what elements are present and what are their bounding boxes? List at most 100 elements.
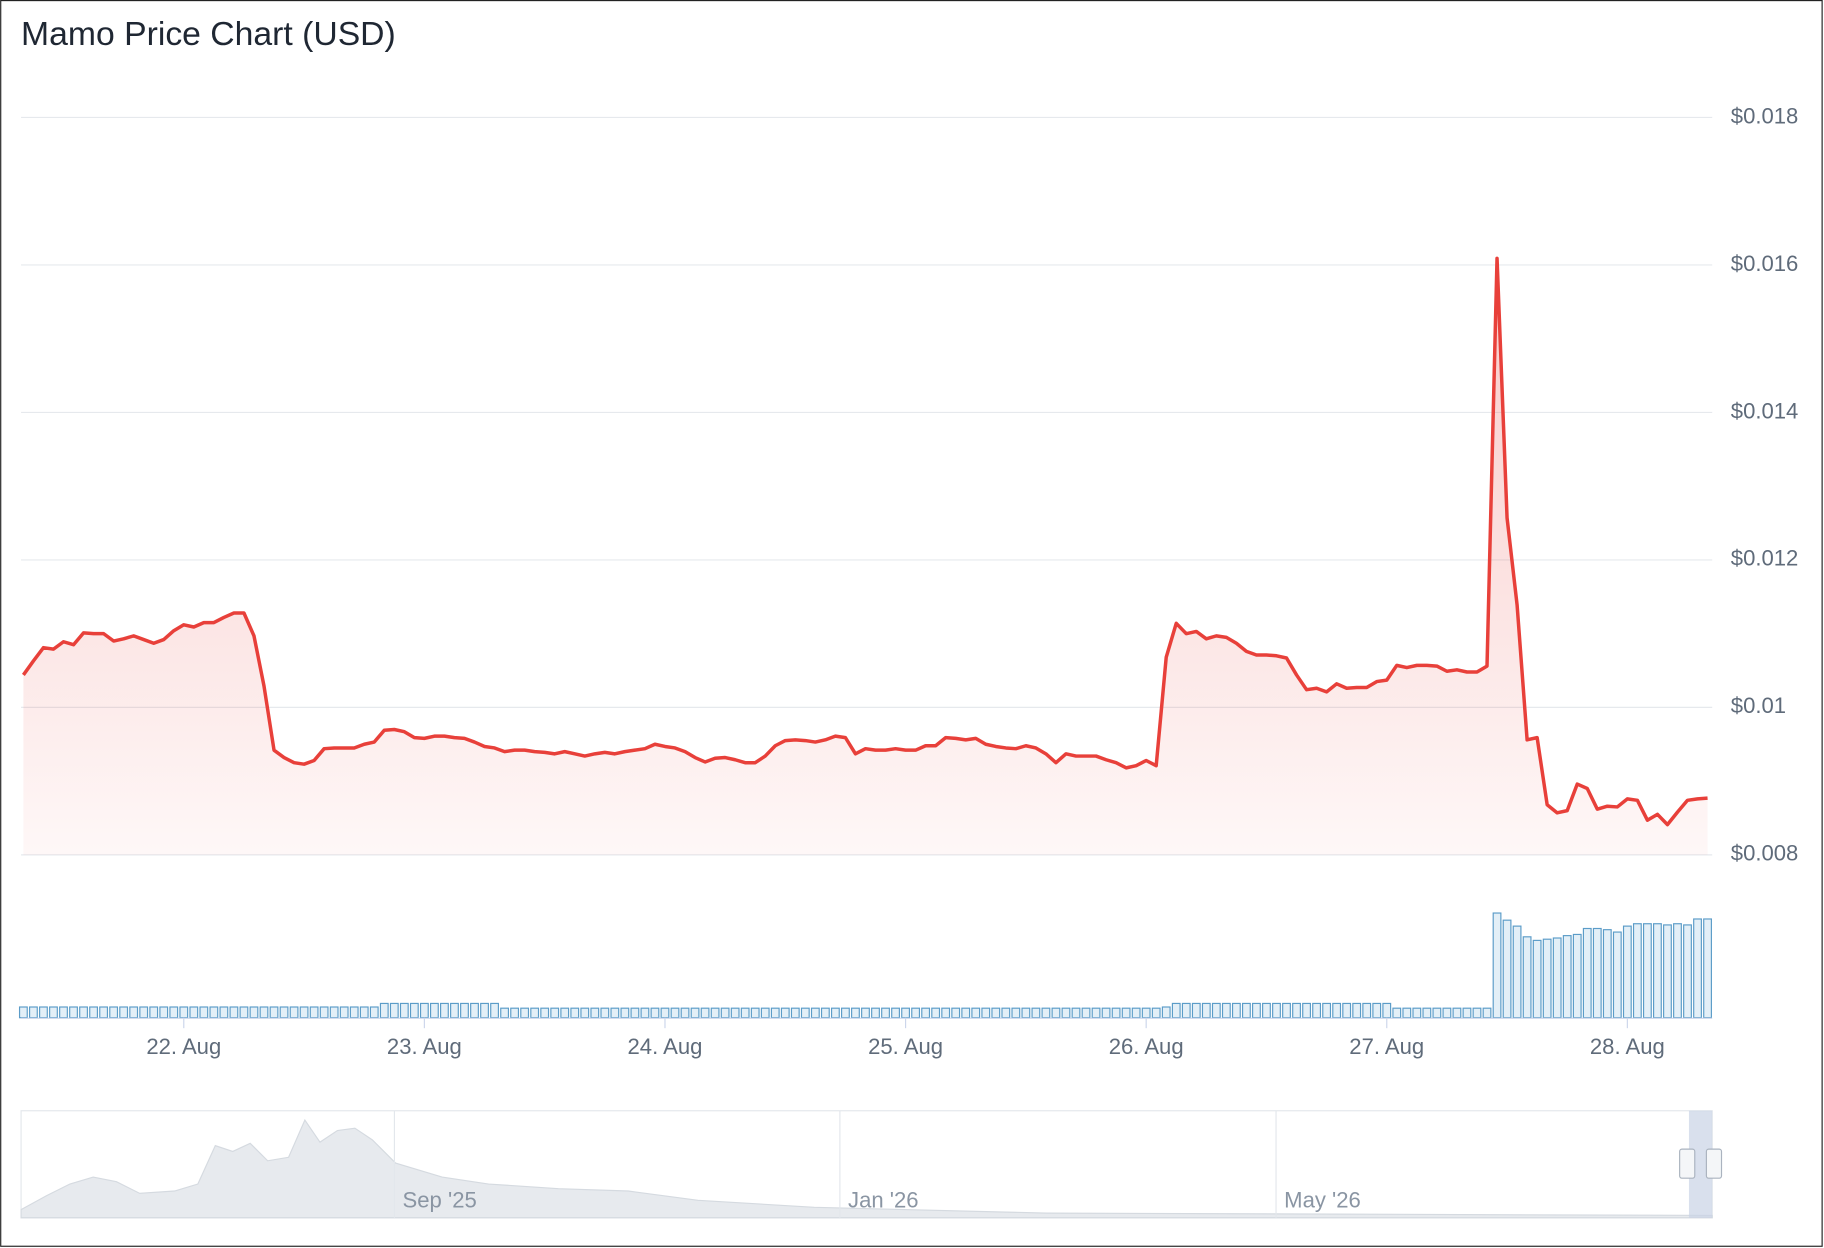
x-tick-label: 22. Aug <box>146 1034 221 1059</box>
volume-bar <box>219 1006 229 1019</box>
volume-bar <box>1462 1007 1472 1019</box>
volume-bar <box>580 1007 590 1019</box>
volume-bar <box>1181 1002 1191 1019</box>
volume-bar <box>289 1006 299 1019</box>
volume-bar <box>149 1006 159 1019</box>
volume-bar <box>510 1007 520 1019</box>
volume-bar <box>1402 1007 1412 1019</box>
volume-bar <box>399 1002 409 1019</box>
navigator-handle[interactable] <box>1705 1148 1723 1179</box>
volume-bar <box>720 1007 730 1019</box>
navigator-label: Sep '25 <box>403 1187 477 1212</box>
volume-bar <box>1332 1002 1342 1019</box>
volume-bar <box>901 1007 910 1019</box>
volume-bar <box>359 1006 369 1019</box>
volume-bar <box>279 1006 289 1019</box>
volume-bar <box>600 1007 610 1019</box>
volume-bar <box>841 1007 850 1019</box>
volume-bar <box>199 1006 209 1019</box>
volume-bar <box>379 1002 389 1019</box>
volume-bar <box>760 1007 770 1019</box>
volume-bar <box>881 1007 890 1019</box>
volume-bar <box>429 1002 439 1019</box>
volume-bar <box>851 1007 860 1019</box>
navigator-label: May '26 <box>1284 1187 1361 1212</box>
volume-bar <box>470 1002 479 1019</box>
volume-bar <box>1342 1002 1352 1019</box>
x-tick-label: 27. Aug <box>1349 1034 1424 1059</box>
y-tick-label: $0.018 <box>1731 103 1799 128</box>
volume-bar <box>409 1002 419 1019</box>
volume-bar <box>1272 1002 1281 1019</box>
volume-bar <box>710 1007 720 1019</box>
volume-bar <box>349 1006 359 1019</box>
volume-bar <box>1422 1007 1432 1019</box>
volume-bar <box>650 1007 660 1019</box>
volume-bar <box>1412 1007 1422 1019</box>
volume-bar <box>1572 933 1582 1019</box>
volume-bar <box>830 1007 840 1019</box>
volume-bar <box>1582 927 1592 1019</box>
chart-title: Mamo Price Chart (USD) <box>21 15 396 53</box>
volume-bar <box>1703 918 1712 1019</box>
volume-bar <box>1492 912 1502 1019</box>
y-tick-label: $0.012 <box>1731 546 1799 571</box>
volume-bar <box>1221 1002 1231 1019</box>
volume-bar <box>309 1006 319 1019</box>
volume-bar <box>871 1007 880 1019</box>
volume-bar <box>1231 1002 1241 1019</box>
volume-bar <box>139 1006 149 1019</box>
volume-bar <box>1161 1006 1171 1019</box>
volume-bar <box>1452 1007 1462 1019</box>
volume-bar <box>1191 1002 1201 1019</box>
volume-bar <box>329 1006 339 1019</box>
volume-bar <box>780 1007 790 1019</box>
volume-bar <box>500 1007 510 1019</box>
navigator-selection[interactable] <box>1688 1110 1713 1218</box>
volume-bar <box>1602 929 1612 1019</box>
navigator-handle[interactable] <box>1679 1148 1696 1179</box>
volume-bar <box>1612 931 1622 1019</box>
volume-bar <box>1622 925 1632 1019</box>
volume-bar <box>941 1007 951 1019</box>
volume-bar <box>730 1007 740 1019</box>
volume-bar <box>159 1006 169 1019</box>
volume-bar <box>1141 1007 1151 1019</box>
volume-bar <box>1241 1002 1251 1019</box>
volume-bar <box>1542 938 1552 1019</box>
volume-bar <box>1322 1002 1332 1019</box>
volume-bar <box>1211 1002 1221 1019</box>
volume-bar <box>570 1007 580 1019</box>
volume-bar <box>770 1007 780 1019</box>
price-line <box>21 256 1708 827</box>
volume-bar <box>951 1007 961 1019</box>
navigator-area <box>20 1118 1713 1219</box>
volume-bar <box>540 1007 550 1019</box>
volume-bar <box>590 1007 600 1019</box>
volume-bar <box>820 1007 830 1019</box>
volume-bar <box>249 1006 259 1019</box>
volume-bar <box>99 1006 109 1019</box>
volume-bar <box>1442 1007 1452 1019</box>
volume-bar <box>981 1007 991 1019</box>
x-tick-label: 25. Aug <box>868 1034 943 1059</box>
navigator: Sep '25 Jan '26 May '26 <box>20 1110 1723 1219</box>
volume-bar <box>1051 1007 1061 1019</box>
volume-bar <box>670 1007 680 1019</box>
volume-bar <box>1041 1007 1051 1019</box>
volume-bar <box>179 1006 189 1019</box>
volume-bar <box>1011 1007 1021 1019</box>
volume-bar <box>1151 1007 1161 1019</box>
volume-bar <box>1673 923 1682 1019</box>
volume-bar <box>560 1007 570 1019</box>
volume-bar <box>389 1002 399 1019</box>
volume-bar <box>1021 1007 1031 1019</box>
volume-bar <box>1432 1007 1442 1019</box>
volume-bar <box>620 1007 630 1019</box>
volume-bar <box>1532 939 1542 1019</box>
volume-bar <box>530 1007 540 1019</box>
volume-bar <box>911 1007 921 1019</box>
